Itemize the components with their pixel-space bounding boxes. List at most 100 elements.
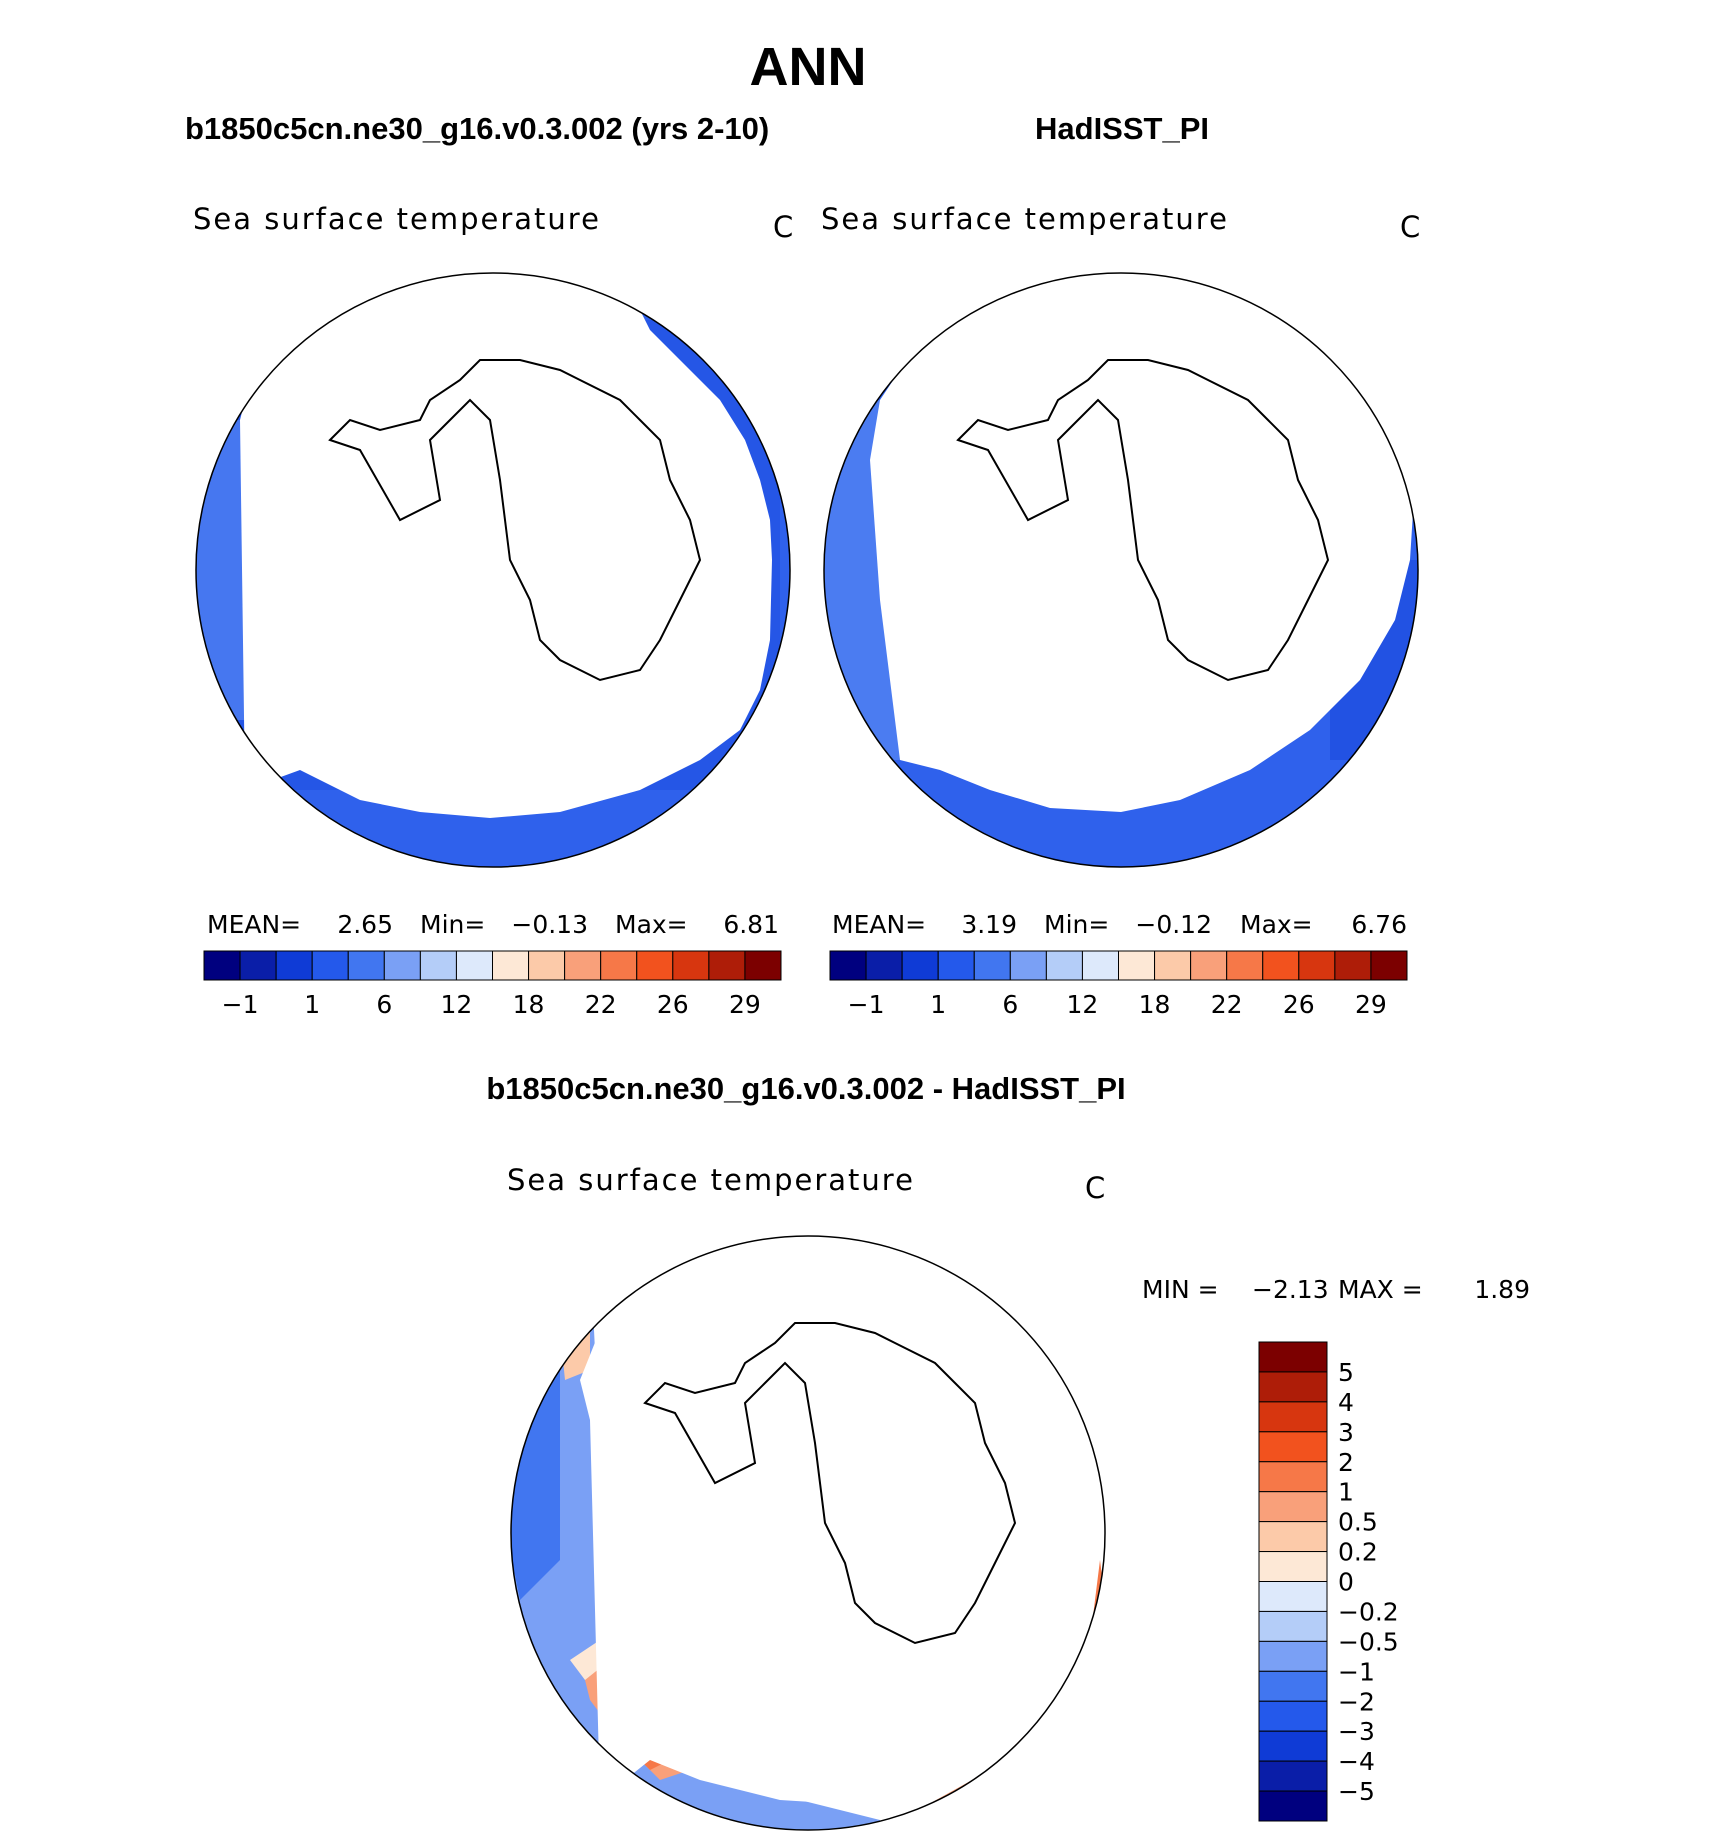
colorbar-tick-label: 0.5 xyxy=(1338,1508,1378,1537)
colorbar-swatch xyxy=(672,950,710,981)
colorbar-tick-label: 1 xyxy=(1338,1478,1354,1507)
colorbar-swatch xyxy=(1258,1760,1328,1792)
model-variable-label: Sea surface temperature xyxy=(193,202,601,236)
colorbar-swatch xyxy=(564,950,602,981)
model-max-label: Max= xyxy=(615,910,688,939)
obs-map xyxy=(823,272,1419,868)
model-max-value: 6.81 xyxy=(723,910,779,939)
colorbar-tick-label: −5 xyxy=(1338,1777,1375,1806)
colorbar-tick-label: 12 xyxy=(1067,990,1099,1019)
colorbar-tick-label: −1 xyxy=(222,990,259,1019)
obs-colorbar: −1 1 6 12 18 22 26 29 xyxy=(829,950,1408,1019)
colorbar-swatch xyxy=(1226,950,1264,981)
colorbar-tick-label: −1 xyxy=(1338,1657,1375,1686)
colorbar-swatch xyxy=(1258,1551,1328,1582)
colorbar-swatch xyxy=(600,950,638,981)
colorbar-swatch xyxy=(1258,1521,1328,1553)
colorbar-swatch xyxy=(1258,1491,1328,1523)
colorbar-tick-label: −0.5 xyxy=(1338,1627,1399,1656)
colorbar-swatch xyxy=(1154,950,1192,981)
colorbar-tick-label: 29 xyxy=(1355,990,1387,1019)
colorbar-swatch xyxy=(311,950,349,981)
map-boundary xyxy=(510,1235,1106,1831)
diff-west-band-dark xyxy=(511,1330,560,1600)
colorbar-tick-label: 4 xyxy=(1338,1388,1354,1417)
colorbar-tick-label: 18 xyxy=(513,990,545,1019)
colorbar-swatch xyxy=(1258,1581,1328,1612)
colorbar-swatch xyxy=(1258,1371,1328,1403)
obs-variable-label: Sea surface temperature xyxy=(821,202,1229,236)
colorbar-swatch xyxy=(1258,1790,1328,1822)
obs-header: HadISST_PI xyxy=(1035,111,1209,146)
colorbar-swatch xyxy=(708,950,746,981)
colorbar-swatch xyxy=(1258,1670,1328,1702)
colorbar-swatch xyxy=(1258,1700,1328,1732)
colorbar-swatch xyxy=(203,950,241,981)
colorbar-swatch xyxy=(1334,950,1372,981)
antarctica-coastline xyxy=(643,1322,1017,1645)
sea-ice-region xyxy=(870,273,1415,812)
colorbar-tick-label: −4 xyxy=(1338,1747,1375,1776)
colorbar-swatch xyxy=(1370,950,1408,981)
colorbar-swatch xyxy=(1009,950,1047,981)
model-header: b1850c5cn.ne30_g16.v0.3.002 (yrs 2-10) xyxy=(185,111,769,146)
obs-mean-value: 3.19 xyxy=(961,910,1017,939)
colorbar-swatch xyxy=(492,950,530,981)
colorbar-tick-label: 1 xyxy=(304,990,320,1019)
colorbar-swatch xyxy=(528,950,566,981)
colorbar-swatch xyxy=(347,950,385,981)
colorbar-swatch xyxy=(1081,950,1119,981)
colorbar-tick-label: 0 xyxy=(1338,1568,1354,1597)
diff-max-value: 1.89 xyxy=(1474,1275,1530,1304)
colorbar-swatch xyxy=(1045,950,1083,981)
colorbar-tick-label: −1 xyxy=(848,990,885,1019)
model-mean-value: 2.65 xyxy=(337,910,393,939)
obs-max-value: 6.76 xyxy=(1351,910,1407,939)
colorbar-swatch xyxy=(419,950,457,981)
colorbar-tick-label: −0.2 xyxy=(1338,1597,1399,1626)
colorbar-tick-label: 0.2 xyxy=(1338,1538,1378,1567)
diff-min-label: MIN = xyxy=(1142,1275,1219,1304)
map-boundary xyxy=(195,272,791,868)
model-colorbar: −1 1 6 12 18 22 26 29 xyxy=(203,950,782,1019)
colorbar-swatch xyxy=(901,950,939,981)
colorbar-tick-label: −2 xyxy=(1338,1687,1375,1716)
colorbar-swatch xyxy=(636,950,674,981)
obs-max-label: Max= xyxy=(1240,910,1313,939)
colorbar-swatch xyxy=(937,950,975,981)
colorbar-swatch xyxy=(744,950,782,981)
diff-stats: MIN = −2.13 MAX = 1.89 xyxy=(1142,1275,1530,1304)
obs-min-label: Min= xyxy=(1044,910,1109,939)
figure-title: ANN xyxy=(750,37,867,97)
colorbar-tick-label: 22 xyxy=(585,990,617,1019)
map-boundary xyxy=(823,272,1419,868)
colorbar-tick-label: 1 xyxy=(930,990,946,1019)
obs-mean-label: MEAN= xyxy=(832,910,926,939)
model-min-value: −0.13 xyxy=(511,910,588,939)
diff-units-label: C xyxy=(1085,1171,1105,1205)
diff-blank xyxy=(580,1245,1095,1805)
colorbar-tick-label: 6 xyxy=(1002,990,1018,1019)
colorbar-tick-label: 12 xyxy=(441,990,473,1019)
colorbar-swatch xyxy=(239,950,277,981)
colorbar-tick-label: 29 xyxy=(729,990,761,1019)
colorbar-tick-label: 2 xyxy=(1338,1448,1354,1477)
colorbar-swatch xyxy=(1258,1401,1328,1433)
colorbar-tick-label: 26 xyxy=(1283,990,1315,1019)
antarctica-coastline xyxy=(956,359,1330,682)
colorbar-swatch xyxy=(275,950,313,981)
colorbar-swatch xyxy=(973,950,1011,981)
colorbar-swatch xyxy=(1118,950,1156,981)
diff-max-label: MAX = xyxy=(1338,1275,1423,1304)
colorbar-swatch xyxy=(1258,1610,1328,1642)
colorbar-swatch xyxy=(1258,1730,1328,1762)
colorbar-swatch xyxy=(1298,950,1336,981)
colorbar-tick-label: 6 xyxy=(376,990,392,1019)
diff-variable-label: Sea surface temperature xyxy=(507,1163,915,1197)
colorbar-tick-label: −3 xyxy=(1338,1717,1375,1746)
colorbar-swatch xyxy=(1258,1461,1328,1493)
colorbar-swatch xyxy=(865,950,903,981)
colorbar-swatch xyxy=(1258,1640,1328,1672)
diff-map xyxy=(510,1235,1106,1831)
